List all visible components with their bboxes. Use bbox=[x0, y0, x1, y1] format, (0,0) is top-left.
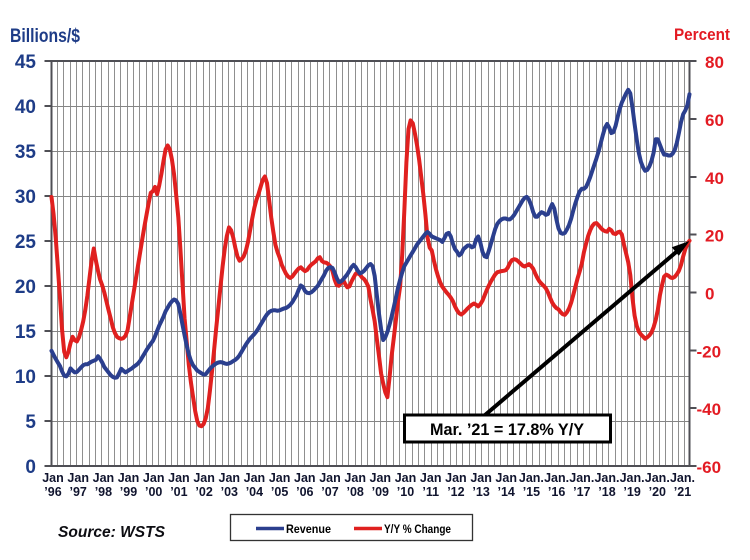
svg-text:-60: -60 bbox=[697, 458, 722, 477]
svg-text:Jan: Jan bbox=[294, 471, 316, 485]
svg-text:’08: ’08 bbox=[347, 485, 364, 499]
svg-text:Jan: Jan bbox=[219, 471, 241, 485]
svg-text:’04: ’04 bbox=[246, 485, 263, 499]
svg-text:’99: ’99 bbox=[120, 485, 137, 499]
svg-text:10: 10 bbox=[15, 367, 36, 388]
svg-text:’10: ’10 bbox=[397, 485, 414, 499]
svg-text:Jan.: Jan. bbox=[670, 471, 695, 485]
svg-text:’18: ’18 bbox=[598, 485, 615, 499]
svg-text:Jan.: Jan. bbox=[569, 471, 594, 485]
svg-text:Revenue: Revenue bbox=[286, 524, 331, 536]
svg-text:’19: ’19 bbox=[623, 485, 640, 499]
svg-text:Jan: Jan bbox=[143, 471, 165, 485]
svg-text:’98: ’98 bbox=[95, 485, 112, 499]
svg-text:Y/Y % Change: Y/Y % Change bbox=[384, 524, 451, 536]
svg-text:Jan: Jan bbox=[395, 471, 417, 485]
svg-text:0: 0 bbox=[705, 285, 714, 304]
svg-text:Billions/$: Billions/$ bbox=[10, 26, 80, 47]
svg-text:80: 80 bbox=[705, 53, 724, 72]
svg-text:0: 0 bbox=[25, 457, 36, 478]
svg-text:Jan.: Jan. bbox=[594, 471, 619, 485]
svg-text:20: 20 bbox=[705, 227, 724, 246]
svg-text:Jan.: Jan. bbox=[519, 471, 544, 485]
svg-text:Jan: Jan bbox=[244, 471, 266, 485]
svg-text:5: 5 bbox=[25, 412, 36, 433]
svg-text:Mar. ’21 = 17.8% Y/Y: Mar. ’21 = 17.8% Y/Y bbox=[430, 420, 585, 439]
svg-text:Jan: Jan bbox=[118, 471, 140, 485]
svg-text:60: 60 bbox=[705, 111, 724, 130]
svg-text:Jan: Jan bbox=[344, 471, 366, 485]
svg-text:15: 15 bbox=[15, 322, 37, 343]
svg-text:’12: ’12 bbox=[447, 485, 464, 499]
svg-text:Jan: Jan bbox=[495, 471, 517, 485]
svg-text:’07: ’07 bbox=[321, 485, 338, 499]
svg-text:’11: ’11 bbox=[422, 485, 439, 499]
svg-text:30: 30 bbox=[15, 187, 36, 208]
svg-text:40: 40 bbox=[705, 169, 724, 188]
svg-text:40: 40 bbox=[15, 97, 36, 118]
svg-text:20: 20 bbox=[15, 277, 36, 298]
svg-text:Jan: Jan bbox=[42, 471, 64, 485]
svg-text:’06: ’06 bbox=[296, 485, 313, 499]
svg-text:’96: ’96 bbox=[44, 485, 61, 499]
svg-text:’97: ’97 bbox=[70, 485, 87, 499]
svg-text:Source: WSTS: Source: WSTS bbox=[58, 524, 165, 541]
svg-text:’03: ’03 bbox=[221, 485, 238, 499]
svg-text:Jan.: Jan. bbox=[620, 471, 645, 485]
svg-text:Jan: Jan bbox=[168, 471, 190, 485]
svg-text:’15: ’15 bbox=[523, 485, 540, 499]
svg-text:Jan: Jan bbox=[93, 471, 115, 485]
svg-text:Percent: Percent bbox=[674, 25, 730, 44]
svg-text:Jan: Jan bbox=[269, 471, 291, 485]
svg-text:’01: ’01 bbox=[170, 485, 187, 499]
svg-text:35: 35 bbox=[15, 142, 37, 163]
svg-text:Jan: Jan bbox=[319, 471, 341, 485]
svg-text:Jan.: Jan. bbox=[645, 471, 670, 485]
svg-text:’16: ’16 bbox=[548, 485, 565, 499]
svg-text:’05: ’05 bbox=[271, 485, 288, 499]
svg-text:-40: -40 bbox=[697, 400, 722, 419]
svg-text:45: 45 bbox=[15, 52, 37, 73]
svg-text:Jan: Jan bbox=[420, 471, 442, 485]
svg-text:’20: ’20 bbox=[649, 485, 666, 499]
svg-text:Jan: Jan bbox=[470, 471, 492, 485]
svg-text:-20: -20 bbox=[697, 342, 722, 361]
svg-text:’14: ’14 bbox=[498, 485, 515, 499]
svg-text:’21: ’21 bbox=[674, 485, 691, 499]
svg-text:Jan.: Jan. bbox=[544, 471, 569, 485]
svg-text:’09: ’09 bbox=[372, 485, 389, 499]
svg-text:Jan: Jan bbox=[370, 471, 392, 485]
svg-text:’02: ’02 bbox=[195, 485, 212, 499]
svg-text:Jan: Jan bbox=[67, 471, 89, 485]
svg-text:’00: ’00 bbox=[145, 485, 162, 499]
svg-text:25: 25 bbox=[15, 232, 37, 253]
svg-text:Jan: Jan bbox=[445, 471, 467, 485]
svg-text:’17: ’17 bbox=[573, 485, 590, 499]
svg-text:Jan: Jan bbox=[193, 471, 215, 485]
svg-text:’13: ’13 bbox=[472, 485, 489, 499]
